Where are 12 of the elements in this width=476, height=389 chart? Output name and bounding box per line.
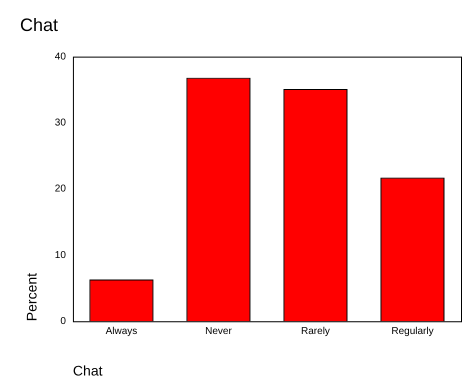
x-tick-label: Never bbox=[205, 326, 232, 337]
y-tick-label: 0 bbox=[60, 316, 66, 327]
x-tick-label: Always bbox=[106, 326, 138, 337]
y-tick-label: 40 bbox=[54, 51, 66, 62]
x-axis-title: Chat bbox=[72, 362, 103, 378]
x-tick-label: Rarely bbox=[301, 326, 330, 337]
y-tick-label: 30 bbox=[54, 118, 66, 128]
y-tick-label: 10 bbox=[54, 250, 66, 261]
chart-title: Chat bbox=[20, 14, 58, 35]
y-tick-label: 20 bbox=[54, 184, 66, 195]
x-tick-label: Regularly bbox=[391, 326, 434, 337]
y-axis-title: Percent bbox=[23, 272, 40, 322]
